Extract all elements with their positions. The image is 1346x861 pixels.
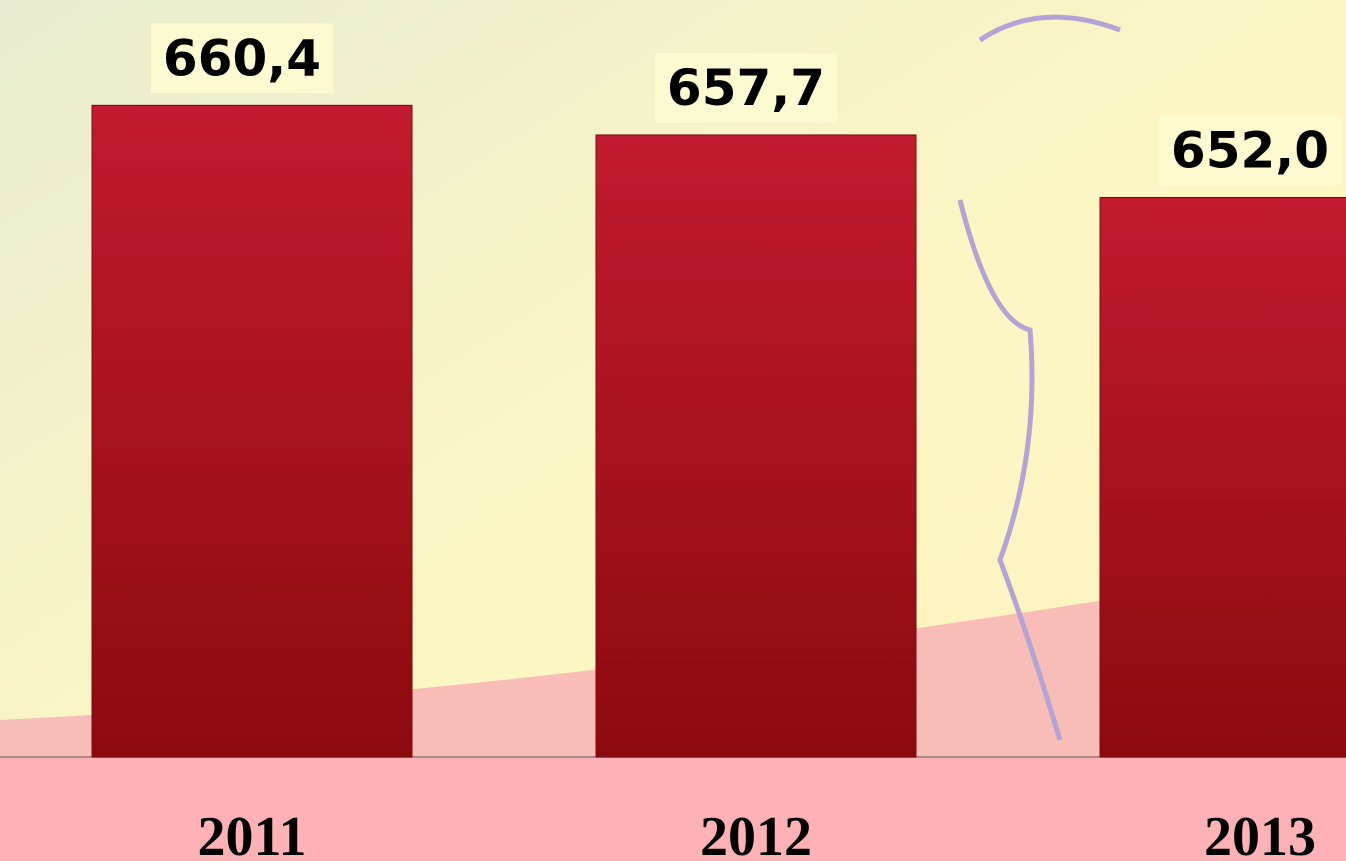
bar [92, 105, 412, 757]
bar [596, 135, 916, 757]
x-tick-label: 2013 [1204, 806, 1316, 861]
value-label: 660,4 [163, 29, 321, 87]
chart: 2011 660,4 2012 657,7 2013 652,0 [0, 0, 1346, 861]
value-label: 652,0 [1171, 121, 1329, 179]
page: {"chart_data": {"type": "bar", "categori… [0, 0, 1346, 861]
x-tick-label: 2011 [198, 806, 307, 861]
x-tick-label: 2012 [700, 806, 812, 861]
value-label: 657,7 [667, 59, 825, 117]
bar [1100, 197, 1346, 757]
